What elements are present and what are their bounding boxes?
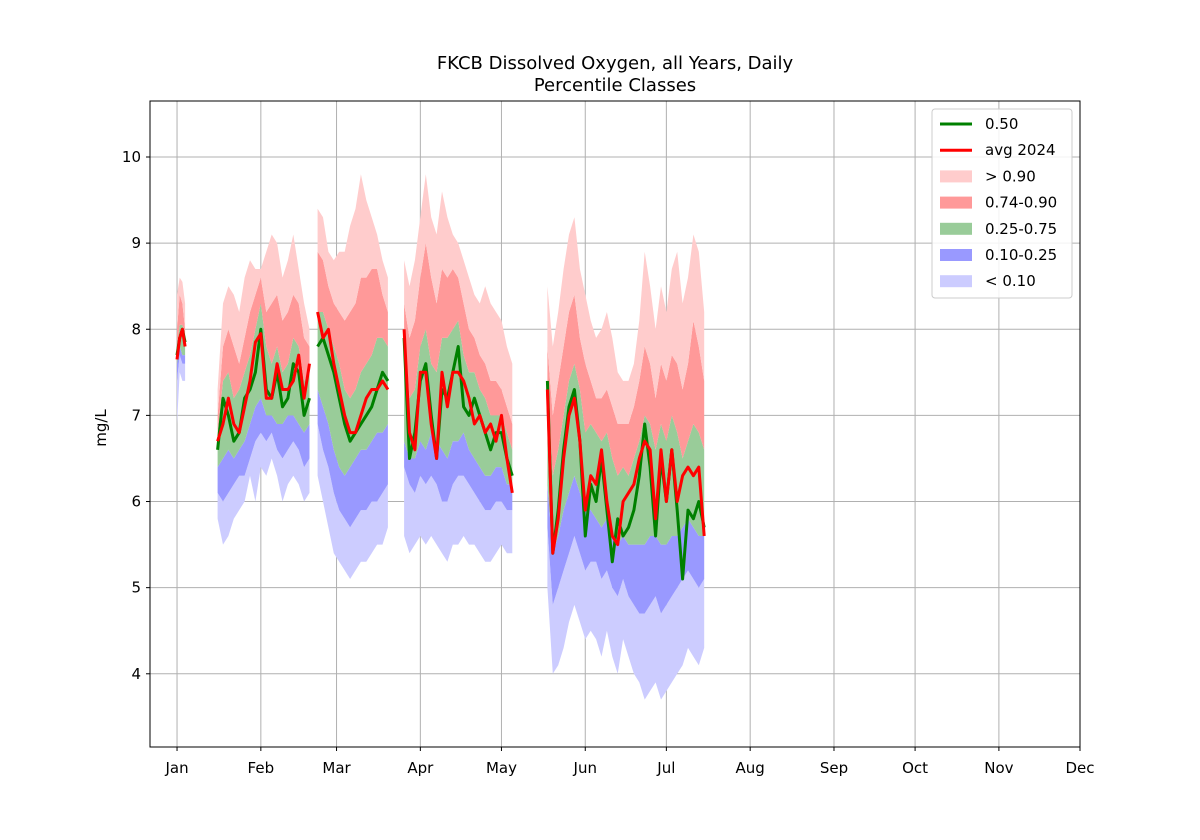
band-74-90 [404, 243, 513, 450]
y-tick-label: 5 [131, 579, 141, 597]
band-below-10 [317, 424, 388, 579]
y-tick-label: 4 [131, 665, 141, 683]
band-above-90 [317, 174, 388, 321]
y-tick-label: 7 [131, 406, 141, 424]
legend-label: avg 2024 [985, 141, 1056, 159]
band-below-10 [217, 432, 310, 545]
legend-patch-swatch [940, 249, 972, 261]
legend-patch-swatch [940, 196, 972, 209]
legend-label: 0.10-0.25 [985, 246, 1057, 264]
x-tick-label: Sep [820, 759, 848, 777]
band-74-90 [217, 277, 310, 433]
x-tick-label: Oct [902, 759, 928, 777]
avg-line [216, 332, 311, 442]
y-tick-label: 9 [131, 234, 141, 252]
avg-line [545, 389, 706, 555]
legend-patch-swatch [940, 275, 972, 288]
x-tick-label: Nov [984, 759, 1013, 777]
x-tick-label: May [486, 759, 517, 777]
y-tick-label: 10 [122, 148, 141, 166]
y-tick-label: 6 [131, 493, 141, 511]
band-10-25 [317, 389, 388, 528]
band-74-90 [317, 251, 388, 399]
chart-subtitle: Percentile Classes [534, 75, 696, 96]
band-25-75 [317, 312, 388, 476]
plot-frame [149, 100, 1081, 748]
median-line [316, 336, 390, 443]
legend-label: 0.50 [985, 115, 1018, 133]
band-below-10 [404, 467, 513, 562]
legend: 0.50 avg 2024 > 0.90 0.74-0.90 0.25-0.75 0.10… [931, 108, 1073, 299]
band-below-10 [177, 355, 186, 424]
band-below-10 [547, 527, 705, 700]
band-74-90 [547, 294, 705, 476]
y-tick-label: 8 [131, 320, 141, 338]
band-above-90 [217, 234, 310, 416]
avg-line [175, 327, 187, 360]
x-tick-label: Jul [656, 759, 675, 777]
x-tick-label: Mar [322, 759, 351, 777]
legend-label: 0.74-0.90 [985, 194, 1057, 212]
band-above-90 [404, 174, 513, 424]
x-tick-label: Aug [736, 759, 765, 777]
x-tick-label: Jun [573, 759, 597, 777]
legend-label: > 0.90 [985, 167, 1036, 185]
band-10-25 [404, 432, 513, 511]
x-tick-label: Dec [1065, 759, 1094, 777]
legend-label: < 0.10 [985, 272, 1036, 290]
x-tick-label: Feb [248, 759, 275, 777]
chart-title: FKCB Dissolved Oxygen, all Years, Daily [437, 53, 794, 74]
band-above-90 [177, 277, 186, 330]
avg-line [402, 329, 514, 494]
band-above-90 [547, 217, 705, 424]
series-lines [175, 311, 706, 581]
band-74-90 [177, 294, 186, 347]
y-axis-label: mg/L [92, 409, 110, 447]
band-10-25 [217, 398, 310, 502]
band-25-75 [404, 320, 513, 485]
legend-label: 0.25-0.75 [985, 220, 1057, 238]
legend-patch-swatch [940, 170, 972, 183]
avg-line [316, 311, 390, 435]
x-tick-label: Jan [164, 759, 188, 777]
median-line [545, 380, 706, 581]
axis-ticks: Jan Feb Mar Apr May Jun Jul Aug Sep Oct Nov Dec 4 5 6 7… [122, 148, 1095, 777]
x-tick-label: Apr [407, 759, 434, 777]
legend-patch-swatch [940, 222, 972, 235]
